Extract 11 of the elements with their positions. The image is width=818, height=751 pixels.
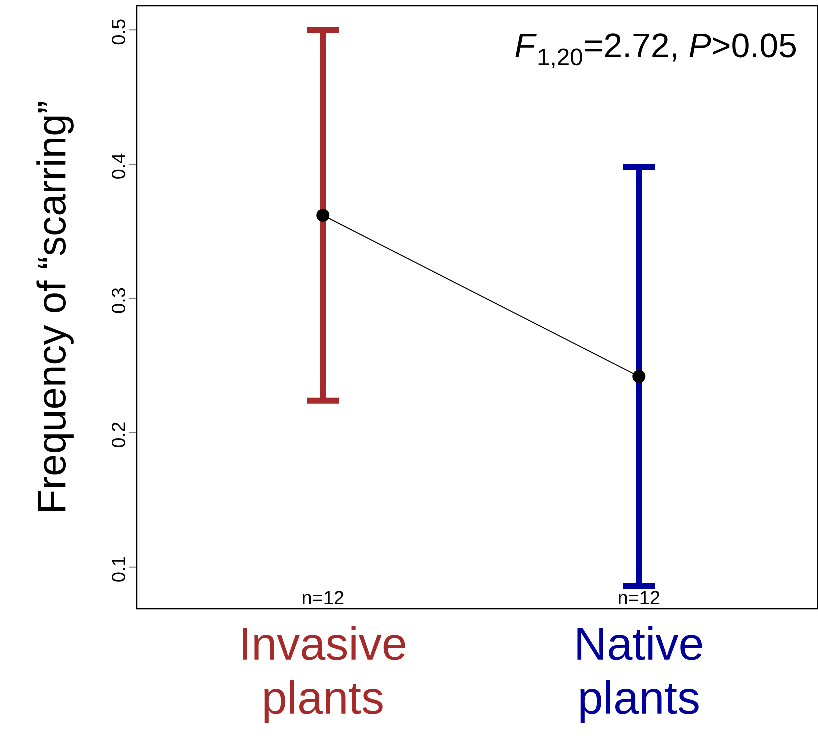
annotation: n=12: [302, 591, 344, 604]
y-axis-title: Frequency of “scarring”: [36, 102, 74, 511]
annotation: F$_{1,20}$=2.72, P>0.05: [516, 34, 796, 68]
y-tick-label: 0.3: [112, 288, 126, 314]
y-tick-label: 0.4: [112, 154, 126, 179]
x-tick-label: Native plants: [578, 626, 702, 724]
y-tick-label: 0.1: [112, 557, 126, 582]
annotation: n=12: [619, 591, 660, 604]
y-tick-label: 0.2: [112, 422, 126, 448]
x-tick-label: Invasive plants: [243, 626, 406, 724]
y-tick-label: 0.5: [112, 20, 126, 45]
